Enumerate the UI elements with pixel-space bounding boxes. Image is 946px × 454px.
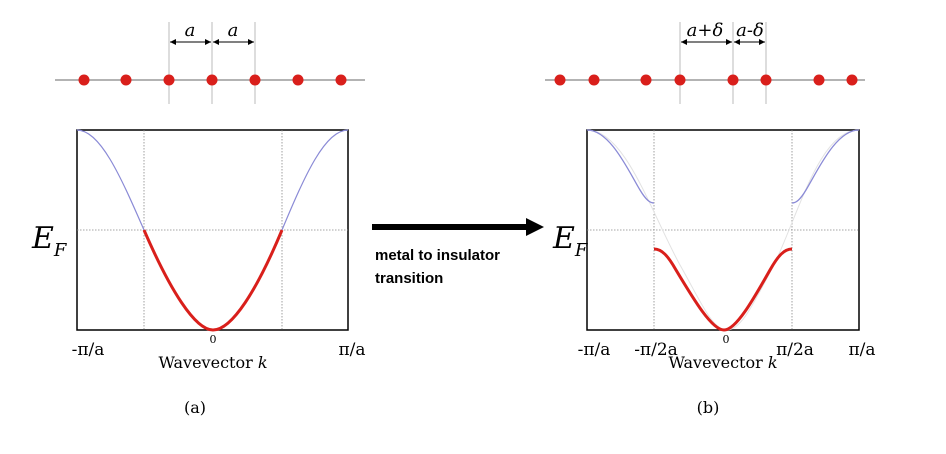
atom [554, 74, 566, 86]
panel-a: a a EF -π/a 0 π/a Wavevector k (a) [31, 20, 366, 417]
lattice-a: a a [55, 20, 365, 104]
arrow-caption: metal to insulator [375, 247, 500, 264]
atom [206, 74, 218, 86]
panel-caption: (a) [184, 398, 206, 417]
x-tick-label: π/2a [776, 340, 814, 360]
band-plot-a: EF -π/a 0 π/a Wavevector k [31, 129, 366, 372]
atom [78, 74, 90, 86]
spacing-label: a-δ [736, 20, 764, 41]
x-tick-label: 0 [210, 333, 217, 346]
atom [640, 74, 652, 86]
atom [335, 74, 347, 86]
x-tick-label: -π/2a [634, 340, 678, 360]
atom [163, 74, 175, 86]
atom [249, 74, 261, 86]
arrow-caption: transition [375, 270, 443, 287]
fermi-energy-label: EF [31, 221, 68, 261]
empty-band-curve [586, 129, 655, 204]
atom [813, 74, 825, 86]
atom [727, 74, 739, 86]
atom [674, 74, 686, 86]
occupied-band-curve [142, 229, 284, 332]
atom [846, 74, 858, 86]
band-plot-b: EF -π/a -π/2a 0 π/2a π/a Wavevector k [552, 129, 876, 372]
panel-caption: (b) [697, 398, 720, 417]
atom [760, 74, 772, 86]
x-tick-label: 0 [723, 333, 730, 346]
spacing-label: a+δ [687, 20, 724, 41]
panel-b: a+δ a-δ EF -π/a -π/2a 0 [545, 20, 876, 417]
x-tick-label: π/a [848, 340, 875, 360]
empty-band-curve [791, 129, 860, 204]
empty-band-curve [281, 129, 349, 231]
transition-arrow-group: metal to insulator transition [372, 218, 544, 287]
x-tick-label: -π/a [72, 340, 105, 360]
spacing-label: a [185, 20, 196, 41]
x-axis-label: Wavevector k [158, 353, 267, 372]
arrow-head-icon [526, 218, 544, 236]
fermi-energy-label: EF [552, 221, 589, 261]
x-tick-label: -π/a [578, 340, 611, 360]
x-axis-label: Wavevector k [668, 353, 777, 372]
empty-band-curve [76, 129, 145, 231]
atom [292, 74, 304, 86]
lattice-b: a+δ a-δ [545, 20, 865, 104]
atom [588, 74, 600, 86]
x-tick-label: π/a [338, 340, 365, 360]
spacing-label: a [228, 20, 239, 41]
occupied-band-curve [653, 247, 793, 332]
atom [120, 74, 132, 86]
